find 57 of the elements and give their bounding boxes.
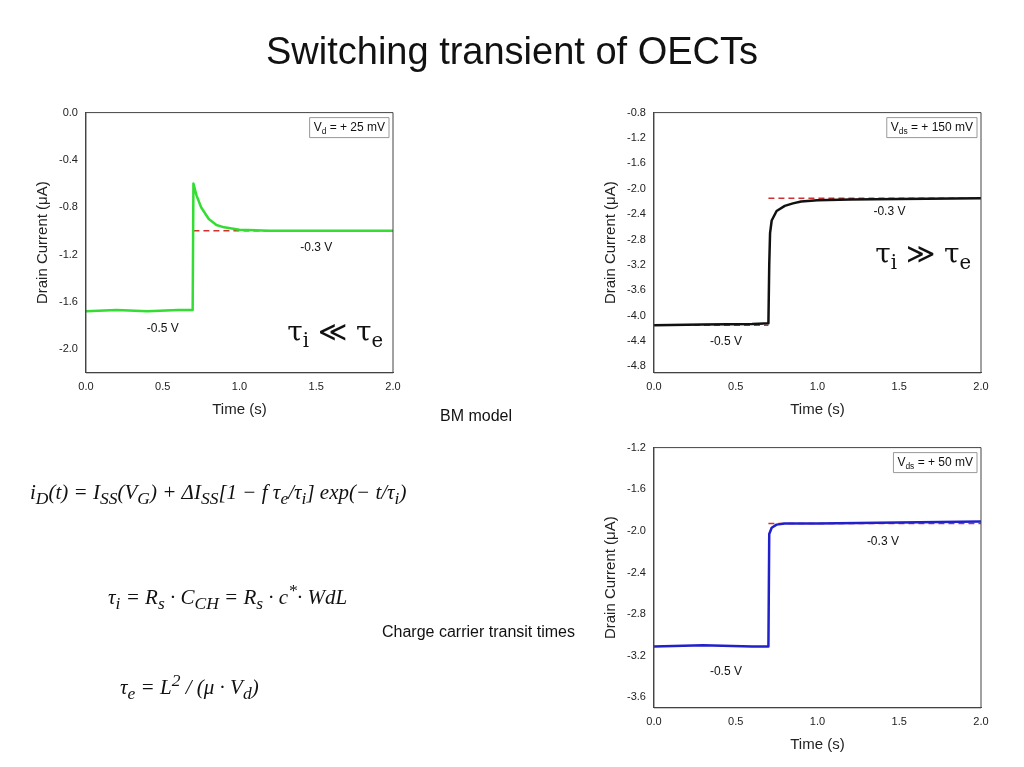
x-tick-label: 0.5 [728,380,744,393]
x-tick-label: 0.0 [646,715,662,728]
y-tick-label: -2.4 [626,565,646,578]
x-tick-label: 1.0 [231,380,248,393]
y-tick-label: -0.8 [626,105,646,118]
y-tick-label: -0.4 [58,152,78,165]
annotation: -0.5 V [709,663,742,678]
y-tick-label: -1.6 [626,482,646,495]
y-tick-label: -4.4 [626,334,646,347]
x-tick-label: 2.0 [973,715,989,728]
x-tick-label: 1.0 [809,380,826,393]
x-tick-label: 1.5 [891,380,907,393]
y-tick-label: -2.8 [626,232,646,245]
x-tick-label: 0.5 [728,715,744,728]
y-tick-label: -3.6 [626,690,646,703]
x-tick-label: 1.5 [891,715,907,728]
annotation: -0.5 V [709,333,742,348]
x-tick-label: 1.5 [308,380,324,393]
y-tick-label: -3.6 [626,283,646,296]
y-axis-title: Drain Current (μA) [601,181,619,305]
x-axis-title: Time (s) [212,400,267,418]
annotation: -0.3 V [300,240,333,255]
y-tick-label: -2.0 [58,342,78,355]
text: i$_{D}$(t) = I$_{SS}$(V$_{G}$) + ΔI$_{SS}$[1 − f τ$_{e}$/τ$_{i}$] exp(− t/τ$_{i}$) [30,480,407,509]
annotation: -0.5 V [146,320,179,335]
y-tick-label: -1.6 [626,156,646,169]
y-tick-label: -2.8 [626,607,646,620]
text: τ$_{i}$ = R$_{s}$ · C$_{CH}$ = R$_{s}$ · c$^{*}$· WdL [108,580,348,614]
x-axis-title: Time (s) [790,400,845,418]
y-axis-title: Drain Current (μA) [601,516,619,640]
y-tick-label: -2.0 [626,181,646,194]
y-tick-label: -2.0 [626,523,646,536]
x-tick-label: 1.0 [809,715,826,728]
text: Switching transient of OECTs [264,30,760,73]
x-tick-label: 0.0 [78,380,94,393]
text: BM model [440,407,513,425]
y-tick-label: -0.8 [58,200,78,213]
y-tick-label: -1.2 [626,440,646,453]
x-tick-label: 2.0 [385,380,401,393]
y-axis-title: Drain Current (μA) [33,181,51,305]
annotation: -0.3 V [873,203,906,218]
x-tick-label: 0.0 [646,380,662,393]
x-tick-label: 0.5 [155,380,171,393]
text: Charge carrier transit times [382,623,575,641]
annotation: -0.3 V [866,533,899,548]
x-tick-label: 2.0 [973,380,989,393]
y-tick-label: -2.4 [626,207,646,220]
y-tick-label: -1.2 [626,131,646,144]
y-tick-label: -1.6 [58,294,78,307]
y-tick-label: -4.8 [626,359,646,372]
x-axis-title: Time (s) [790,735,845,753]
y-tick-label: -1.2 [58,247,78,260]
y-tick-label: -3.2 [626,648,646,661]
y-tick-label: -3.2 [626,257,646,270]
y-tick-label: -4.0 [626,308,646,321]
y-tick-label: 0.0 [62,105,78,118]
text: τ$_{e}$ = L$^{2}$ / (μ · V$_{d}$) [120,670,259,705]
